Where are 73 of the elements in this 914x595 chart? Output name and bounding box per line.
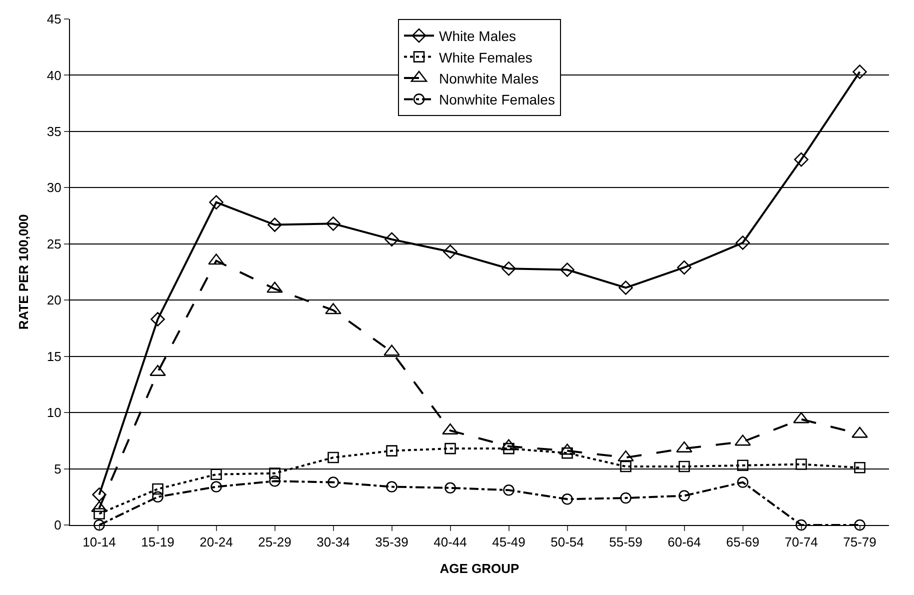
x-tick-label: 15-19 [141,534,174,550]
point [560,262,574,277]
x-tick-label: 55-59 [609,534,642,550]
point [152,483,164,495]
point [386,481,398,492]
point [444,482,456,494]
point [678,460,690,472]
point [562,493,573,505]
point [328,452,339,464]
x-tick-label: 20-24 [200,534,233,550]
point [677,260,692,275]
point [210,468,222,480]
point [854,519,866,531]
x-tick-label: 45-49 [492,534,526,550]
y-axis-title: RATE PER 100,000 [16,214,31,330]
y-tick-label: 35 [46,124,62,139]
point [502,261,516,276]
legend-label: White Females [439,49,532,66]
x-tick-label: 25-29 [258,534,292,550]
point [737,476,748,488]
point [92,487,106,502]
x-tick-label: 35-39 [375,534,408,550]
x-axis-title: AGE GROUP [440,561,520,576]
x-tick-label: 70-74 [784,534,818,550]
point [386,445,398,456]
x-tick-label: 60-64 [668,534,701,550]
point [94,519,105,531]
point [794,152,808,167]
y-tick-label: 40 [46,68,62,83]
legend-label: Nonwhite Females [439,92,555,108]
point [503,442,514,454]
point [152,491,164,503]
x-tick-label: 50-54 [550,534,584,550]
x-tick-label: 65-69 [726,534,760,550]
point [91,500,108,512]
point [620,460,632,472]
x-tick-label: 40-44 [434,534,467,550]
y-tick-label: 5 [54,461,62,476]
point [326,216,340,231]
point [796,519,807,531]
point [268,218,282,232]
point [444,442,456,454]
point [796,458,807,470]
y-tick-label: 15 [46,348,62,364]
y-tick-label: 45 [46,12,62,27]
y-tick-label: 10 [46,405,62,420]
point [618,280,633,295]
point [209,195,224,210]
point [737,460,748,472]
point [736,236,750,250]
legend-label: Nonwhite Males [439,70,539,86]
point [620,492,632,504]
legend-label: White Males [439,28,516,44]
point [269,468,280,479]
point [384,232,399,247]
x-tick-label: 30-34 [316,534,350,550]
y-tick-label: 0 [54,518,62,533]
point [150,312,165,326]
point [269,476,280,487]
point [678,490,690,502]
point [562,447,573,459]
x-tick-label: 75-79 [843,534,876,550]
point [503,484,514,496]
y-tick-label: 25 [46,236,62,252]
point [210,481,222,492]
point [94,508,105,520]
point [328,476,339,488]
y-tick-label: 30 [46,180,62,196]
point [852,64,867,79]
x-tick-label: 10-14 [82,534,116,550]
y-tick-label: 20 [46,292,62,308]
point [443,244,458,259]
point [854,462,866,474]
